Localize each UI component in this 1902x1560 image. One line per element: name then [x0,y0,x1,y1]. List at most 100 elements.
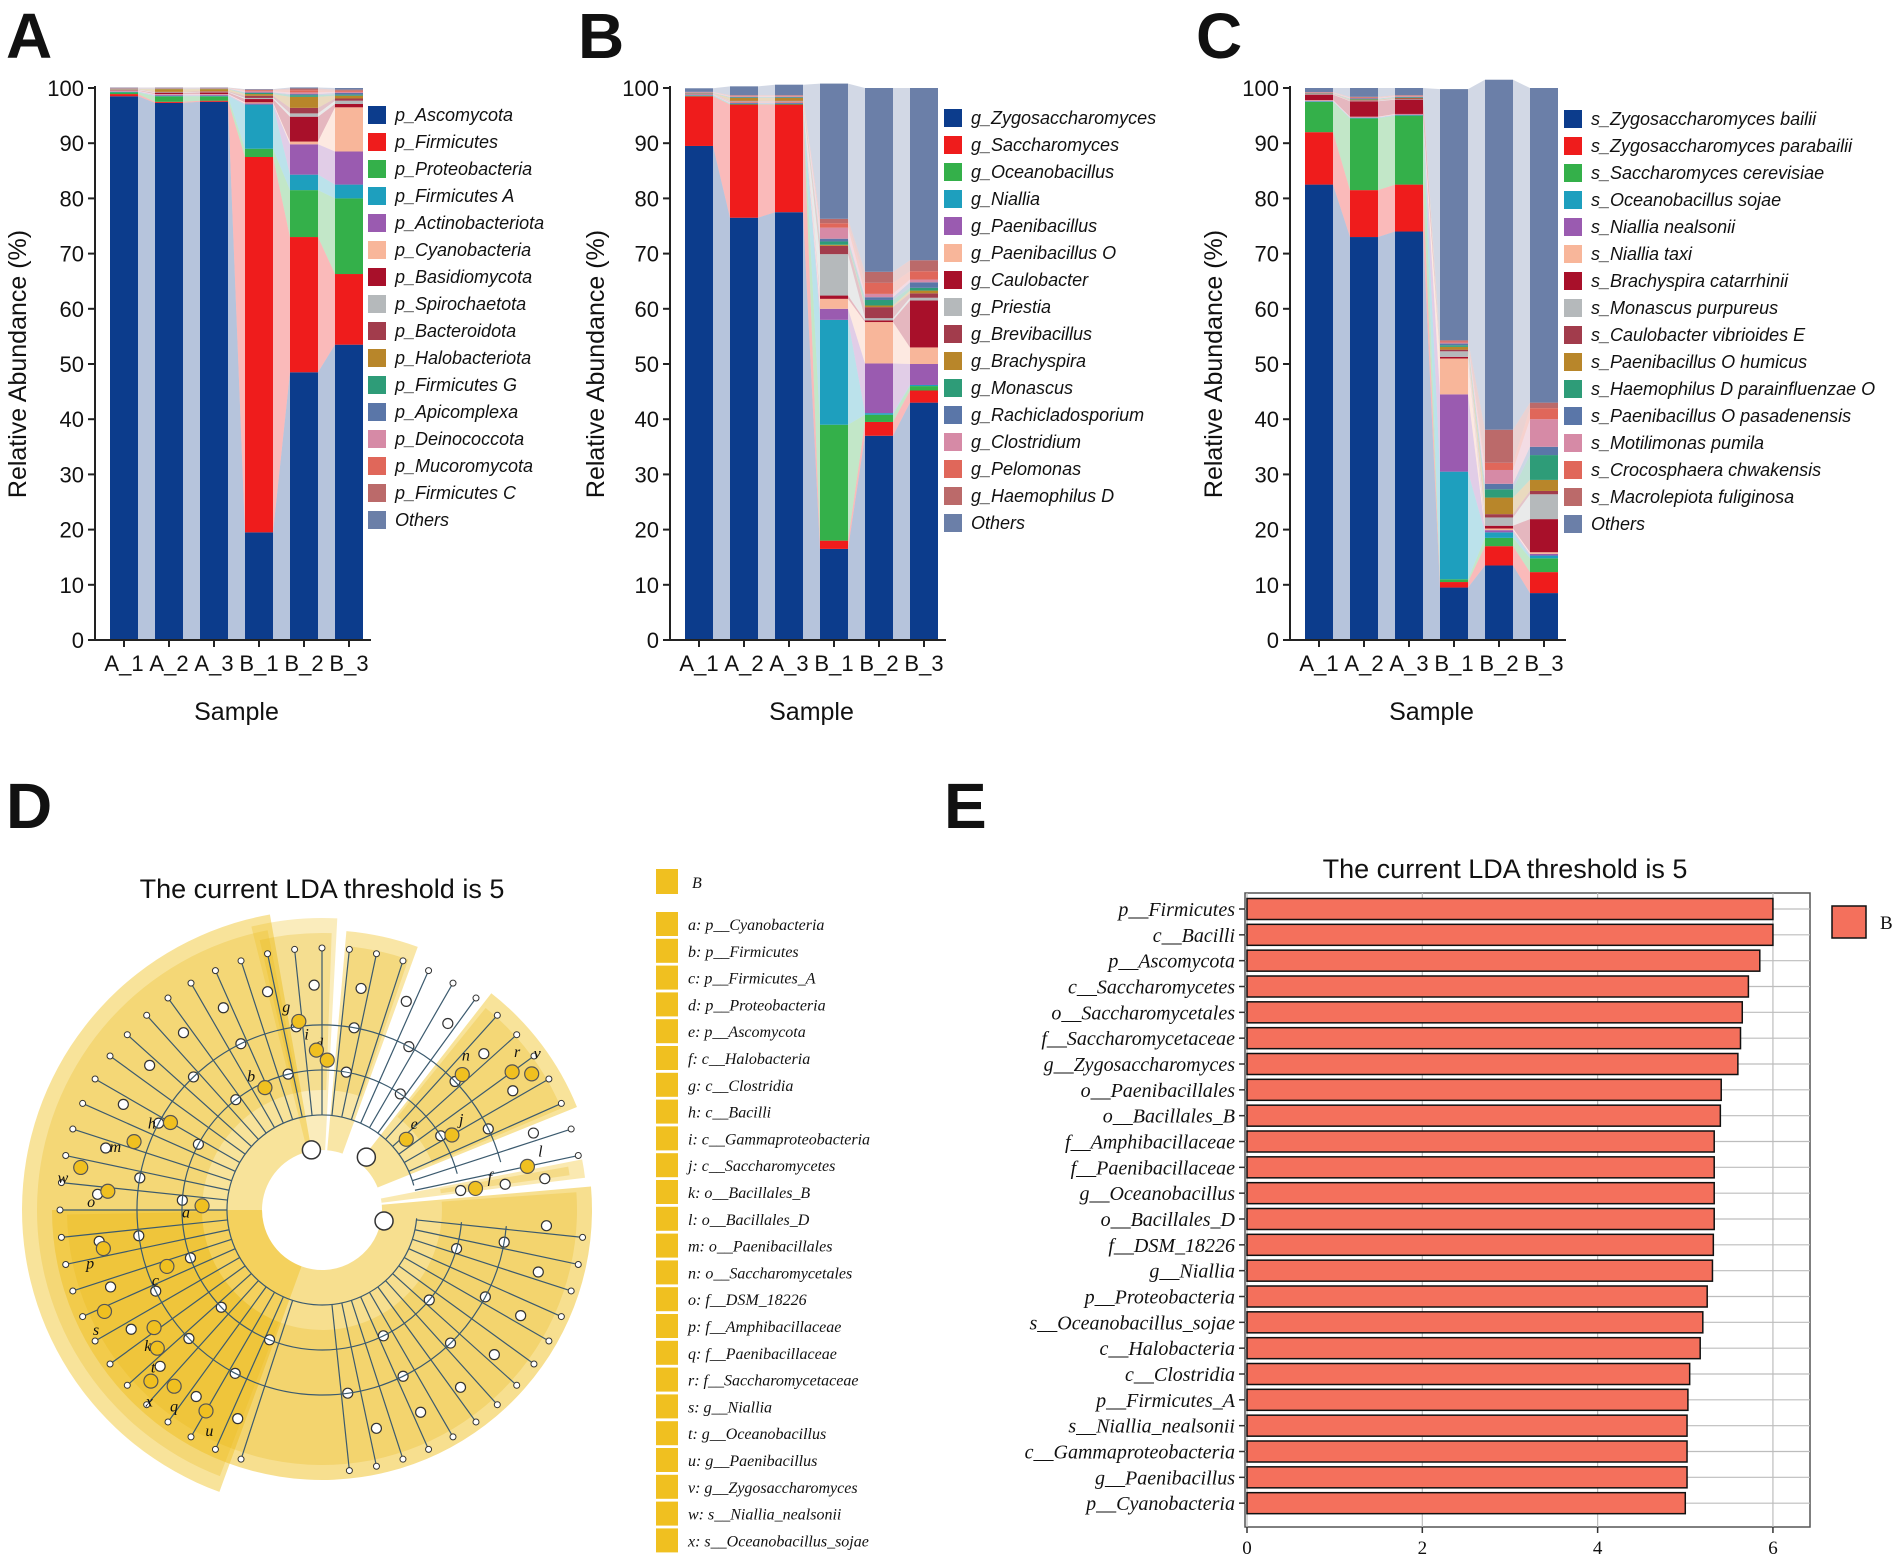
bar-a-2-p-bacteroidota [155,91,183,93]
y-label-f-saccharomycetaceae: f__Saccharomycetaceae [1041,1028,1235,1050]
bar-b-1-g-brevibacillus [820,245,848,255]
y-tick-label-80: 80 [1255,186,1279,211]
y-tick-label-90: 90 [60,131,84,156]
branch-84 [331,949,350,1116]
flow-b-1-s-brachyspira-catarrhinii [1468,356,1485,529]
internal-node-r2-164 [100,1142,112,1154]
leaf-node-102 [264,950,272,958]
internal-node-r2-44 [478,1048,490,1060]
flow-a-1-s-crocosphaera-chwakensis [1333,92,1350,98]
legend-swatch-g-niallia [944,190,962,208]
panel-e-lda-bar-chart: p__Firmicutes c__Bacilli p__Ascomycota c__S… [1025,892,1893,1559]
leaf-node-306 [472,1418,480,1426]
x-tick-label-2: 2 [1418,1538,1428,1559]
bar-a-1-g-niallia [685,95,713,96]
leaf-node-288 [399,1455,407,1463]
bar-b-1-p-deinococcota [245,91,273,93]
legend-label-u: u: g__Paenibacillus [688,1453,817,1470]
bar-a-2-p-actinobacteriota [155,94,183,96]
legend-swatch-p-firmicutes-c [368,484,386,502]
bar-b-1-g-clostridium [820,227,848,239]
bar-a-1-s-oceanobacillus-sojae [1305,101,1333,102]
legend-swatch-g-brevibacillus [944,325,962,343]
flow-a-1-s-niallia-nealsonii [1333,100,1350,118]
bar-b-1-p-proteobacteria [245,148,273,157]
flow-a-1-g-brevibacillus [713,93,730,102]
biomarker-node-j [444,1127,460,1143]
y-label-c-bacilli: c__Bacilli [1153,925,1235,947]
flow-b-2-s-oceanobacillus-sojae [1513,532,1530,559]
legend-label-s-niallia-taxi: s_Niallia taxi [1591,244,1693,264]
flow-a-1-s-zygosaccharomyces-parabailii [1333,132,1350,238]
y-tick-label-30: 30 [635,462,659,487]
flow-a-2-g-clostridium [758,96,775,97]
leaf-node-276 [345,1467,353,1475]
flow-b-2-p-halobacteriota [318,95,335,108]
y-tick-label-20: 20 [1255,518,1279,543]
bar-a-3-s-motilimonas-pumila [1395,96,1423,97]
legend-label-p-firmicutes-c: p_Firmicutes C [394,483,517,503]
bar-b-3-g-caulobacter [910,300,938,348]
flow-b-1-g-pelomonas [848,223,865,294]
flow-a-2-others [758,84,775,96]
y-tick-label-100: 100 [622,76,659,101]
legend-swatch-g-zygosaccharomyces [944,109,962,127]
y-label-f-paenibacillaceae: f__Paenibacillaceae [1071,1157,1236,1179]
panel-letter-d: D [6,770,52,842]
y-label-g-zygosaccharomyces: g__Zygosaccharomyces [1044,1054,1236,1076]
lda-bar-o-bacillales-d [1246,1207,1715,1231]
lda-bar-o-paenibacillales [1246,1078,1722,1102]
biomarker-letter-p: p [85,1256,94,1273]
leaf-node-228 [143,1401,151,1409]
bar-a-2-g-zygosaccharomyces [730,217,758,640]
flow-b-1-s-zygosaccharomyces-parabailii [1468,546,1485,588]
legend-label-s-zygosaccharomyces-parabailii: s_Zygosaccharomyces parabailii [1591,136,1853,156]
bar-a-1-s-saccharomyces-cerevisiae [1305,101,1333,133]
flow-b-2-s-saccharomyces-cerevisiae [1513,537,1530,573]
flow-a-3-others [1423,88,1440,341]
internal-node-r2-152 [117,1098,129,1110]
flow-a-3-s-niallia-taxi [1423,113,1440,395]
panel-a-stacked-bar-chart: 0 10 20 30 40 50 60 70 80 90 100 A_1 A_2 A_3 B_1 B_2 B_3… [4,76,544,726]
leaf-node-108 [237,957,245,965]
legend-swatch-others [368,511,386,529]
y-label-o-bacillales-d: o__Bacillales_D [1101,1209,1236,1231]
bar-a-2-g-saccharomyces [730,104,758,218]
bar-a-3-p-halobacteriota [200,89,228,92]
flow-a-1-g-paenibacillus-o [713,94,730,103]
legend-swatch-h [656,1099,678,1124]
y-label-f-amphibacillaceae: f__Amphibacillaceae [1065,1132,1235,1154]
bar-a-3-s-zygosaccharomyces-parabailii [1395,184,1423,232]
bar-b-2-g-monascus [865,299,893,306]
leaf-node-66 [425,967,433,975]
branch-78 [341,953,378,1118]
bar-b-3-p-proteobacteria [335,198,363,275]
bar-b-1-g-priestia [820,254,848,296]
bar-b-1-s-niallia-taxi [1440,358,1468,395]
biomarker-node-u [198,1403,214,1419]
flow-b-2-p-proteobacteria [318,190,335,275]
biomarker-letter-b: b [247,1069,255,1086]
leaf-node-300 [449,1433,457,1441]
legend-label-n: n: o__Saccharomycetales [688,1265,852,1282]
bar-b-2-p-cyanobacteria [290,141,318,145]
bar-a-2-g-brachyspira [730,97,758,101]
y-tick-label-40: 40 [60,407,84,432]
bar-a-3-p-actinobacteriota [200,94,228,96]
flow-b-1-g-priestia [848,254,865,321]
legend-swatch-l [656,1206,678,1231]
bar-b-1-p-actinobacteriota [245,103,273,105]
flow-a-1-g-rachicladosporium [713,92,730,98]
flow-b-1-s-motilimonas-pumila [1468,342,1485,484]
bar-b-2-s-niallia-taxi [1485,528,1513,531]
legend-label-g-haemophilus-d: g_Haemophilus D [971,486,1114,506]
flow-b-1-p-ascomycota [273,372,290,640]
legend-swatch-s-crocosphaera-chwakensis [1564,461,1582,479]
branch-216 [109,1265,246,1365]
legend-swatch-p-deinococcota [368,430,386,448]
bar-b-2-s-haemophilus-d-parainfluenzae-o [1485,489,1513,498]
bar-a-2-g-paenibacillus-o [730,102,758,103]
flow-a-2-p-actinobacteriota [183,94,200,96]
legend-swatch-s-motilimonas-pumila [1564,434,1582,452]
bar-a-3-g-priestia [775,101,803,102]
